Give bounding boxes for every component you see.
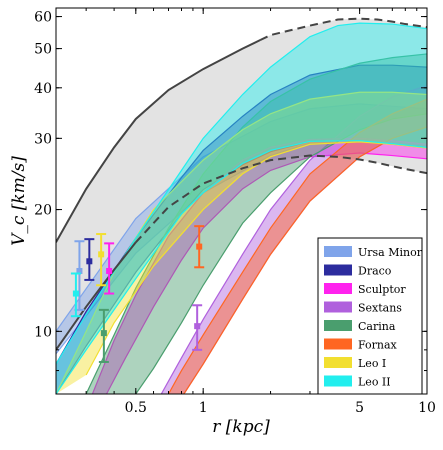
error-bar-sculptor bbox=[104, 242, 115, 295]
band-lower-leo-ii bbox=[56, 140, 427, 394]
band-upper-sculptor bbox=[91, 137, 427, 394]
error-bar-point-carina bbox=[100, 330, 107, 337]
error-bar-carina bbox=[98, 308, 109, 363]
plot-area bbox=[56, 17, 427, 394]
x-tick-label: 0.5 bbox=[125, 400, 147, 416]
legend-swatch-sextans bbox=[324, 301, 352, 313]
y-tick-label: 20 bbox=[34, 203, 52, 219]
legend-swatch-leo-ii bbox=[324, 375, 352, 387]
error-bar-point-leo-i bbox=[98, 251, 105, 258]
x-tick-label: 5 bbox=[355, 400, 364, 416]
legend-swatch-fornax bbox=[324, 338, 352, 350]
band-upper-fornax bbox=[167, 98, 427, 394]
y-axis-label: V_c [km/s] bbox=[9, 156, 29, 246]
error-bar-fornax bbox=[194, 225, 205, 269]
legend-label-ursa-minor: Ursa Minor bbox=[358, 246, 423, 259]
legend-label-leo-ii: Leo II bbox=[358, 376, 391, 389]
legend-label-draco: Draco bbox=[358, 265, 392, 278]
error-bar-leo-ii bbox=[70, 272, 81, 318]
legend-swatch-draco bbox=[324, 264, 352, 276]
axis-ticks: 0.5 1 5 10 10 20 30 40 50 60 bbox=[34, 8, 436, 416]
legend-label-carina: Carina bbox=[358, 320, 396, 333]
band-sculptor bbox=[92, 138, 427, 394]
legend-swatch-carina bbox=[324, 320, 352, 331]
legend-label-sextans: Sextans bbox=[358, 302, 402, 315]
envelope-upper-solid bbox=[56, 39, 261, 243]
legend-swatch-leo-i bbox=[324, 357, 352, 368]
band-lower-fornax bbox=[183, 126, 427, 394]
y-tick-label: 60 bbox=[34, 10, 52, 26]
envelope-lower-solid bbox=[56, 241, 137, 351]
error-bar-point-leo-ii bbox=[72, 290, 79, 297]
y-tick-label: 10 bbox=[34, 324, 52, 340]
band-leo-ii bbox=[56, 23, 427, 394]
error-bar-draco bbox=[84, 238, 95, 281]
band-lower-carina bbox=[135, 113, 427, 394]
error-bar-sextans bbox=[192, 304, 203, 351]
plot-frame bbox=[55, 7, 428, 395]
legend-box bbox=[317, 237, 423, 395]
x-tick-label: 1 bbox=[199, 400, 208, 416]
band-upper-leo-i bbox=[56, 91, 427, 394]
y-tick-label: 30 bbox=[34, 131, 52, 147]
band-fornax bbox=[168, 99, 427, 394]
y-tick-label: 40 bbox=[34, 81, 52, 97]
band-leo-i bbox=[56, 92, 427, 394]
x-tick-label: 10 bbox=[418, 400, 436, 416]
error-bar-point-sculptor bbox=[106, 267, 113, 274]
envelope-lower-dashed bbox=[135, 154, 427, 243]
band-upper-carina bbox=[85, 53, 427, 394]
legend: Ursa Minor Draco Sculptor Sextans Carina Forn… bbox=[317, 237, 423, 395]
legend-swatch-sculptor bbox=[324, 283, 352, 294]
legend-swatch-ursa-minor bbox=[324, 246, 352, 257]
legend-label-fornax: Fornax bbox=[358, 339, 398, 352]
error-bar-leo-i bbox=[96, 233, 107, 287]
band-sextans bbox=[161, 85, 427, 394]
envelope-upper-dashed bbox=[259, 17, 427, 41]
error-bar-point-sextans bbox=[194, 323, 201, 330]
band-upper-sextans bbox=[160, 85, 427, 394]
error-bar-point-draco bbox=[86, 258, 93, 265]
error-bar-point-fornax bbox=[196, 243, 203, 250]
legend-label-sculptor: Sculptor bbox=[358, 283, 406, 296]
band-lower-leo-i bbox=[85, 141, 427, 376]
envelope-band bbox=[56, 18, 427, 350]
y-tick-label: 50 bbox=[34, 42, 52, 58]
legend-label-leo-i: Leo I bbox=[358, 357, 386, 370]
x-axis-label: r [kpc] bbox=[212, 417, 270, 437]
band-upper-ursa-minor bbox=[56, 103, 427, 332]
band-ursa-minor bbox=[56, 103, 427, 354]
error-bar-point-ursa-minor bbox=[76, 267, 83, 274]
band-lower-sculptor bbox=[105, 152, 427, 394]
band-upper-leo-ii bbox=[56, 22, 427, 365]
